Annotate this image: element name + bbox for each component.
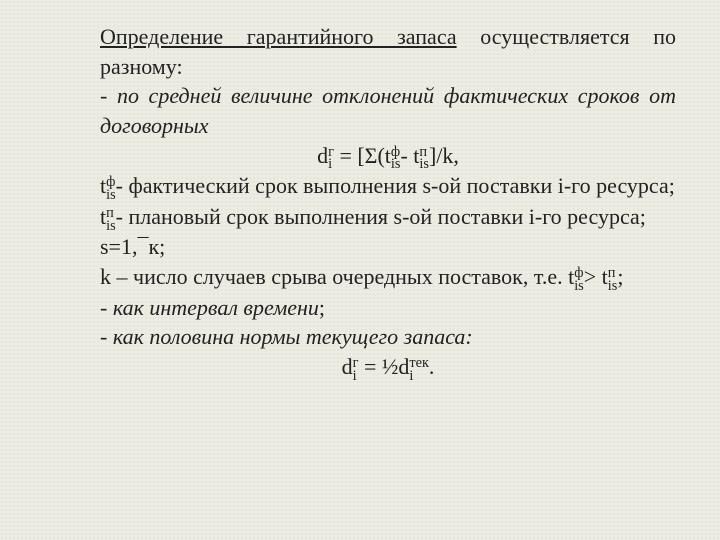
para-s-range: s=1,¯к;: [100, 232, 676, 262]
p4-ss: пis: [106, 207, 116, 233]
f2-post: .: [429, 354, 435, 379]
f2-ss2: текi: [409, 357, 429, 383]
formula-2: dгi = ½dтекi.: [100, 352, 676, 383]
document-page: Определение гарантийного запаса осуществ…: [0, 0, 720, 540]
p3-rest: - фактический срок выполнения s-ой поста…: [116, 173, 675, 198]
p6-ss1: фis: [574, 267, 584, 293]
para-method-1: - по средней величине отклонений фактиче…: [100, 81, 676, 140]
document-body: Определение гарантийного запаса осуществ…: [100, 22, 676, 383]
p6-ss2: пis: [608, 267, 618, 293]
f1-mid2: - t: [400, 143, 419, 168]
p6-pre: k – число случаев срыва очередных постав…: [100, 264, 574, 289]
para-method-2: - как интервал времени;: [100, 293, 676, 323]
para-tis-plan: tпis- плановый срок выполнения s-ой пост…: [100, 202, 676, 233]
para-k-def: k – число случаев срыва очередных постав…: [100, 262, 676, 293]
p7-text: как интервал времени: [113, 295, 319, 320]
p6-post: ;: [617, 264, 623, 289]
f1-mid1: = [Σ(t: [334, 143, 391, 168]
formula-1: dгi = [Σ(tфis- tпis]/k,: [100, 141, 676, 172]
p6-mid: > t: [584, 264, 608, 289]
f2-d1: d: [342, 354, 353, 379]
p3-ss: фis: [106, 176, 116, 202]
f2-mid: = ½d: [358, 354, 409, 379]
p4-rest: - плановый срок выполнения s-ой поставки…: [116, 204, 646, 229]
para-definition: Определение гарантийного запаса осуществ…: [100, 22, 676, 81]
f1-ss3: пis: [419, 146, 429, 172]
underline-definition: Определение гарантийного запаса: [100, 24, 457, 49]
f1-post: ]/k,: [429, 143, 459, 168]
para-method-3: - как половина нормы текущего запаса:: [100, 322, 676, 352]
para-tis-fact: tфis- фактический срок выполнения s-ой п…: [100, 171, 676, 202]
f1-d: d: [317, 143, 328, 168]
